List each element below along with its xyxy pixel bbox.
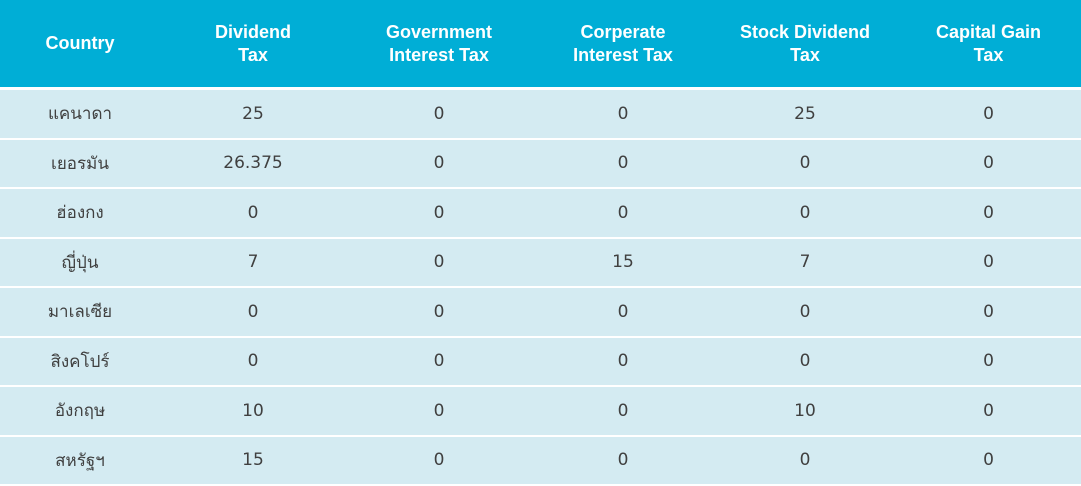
cell-corporate-interest-tax: 0 bbox=[532, 387, 714, 437]
cell-stock-dividend-tax: 0 bbox=[714, 189, 896, 239]
table-body: แคนาดา 25 0 0 25 0 เยอรมัน 26.375 0 0 0 … bbox=[0, 90, 1081, 484]
header-corporate-interest-tax: Corperate Interest Tax bbox=[532, 0, 714, 90]
table-row-japan: ญี่ปุ่น 7 0 15 7 0 bbox=[0, 238, 1081, 288]
table-row-canada: แคนาดา 25 0 0 25 0 bbox=[0, 90, 1081, 140]
table-row-usa: สหรัฐฯ 15 0 0 0 0 bbox=[0, 436, 1081, 484]
header-stock-dividend-tax-line-2: Tax bbox=[790, 44, 820, 65]
cell-country: ฮ่องกง bbox=[0, 189, 160, 239]
header-government-interest-tax-line-2: Interest Tax bbox=[389, 44, 489, 65]
cell-corporate-interest-tax: 0 bbox=[532, 139, 714, 189]
header-corporate-interest-tax-line-1: Corperate bbox=[580, 21, 666, 42]
cell-stock-dividend-tax: 0 bbox=[714, 436, 896, 484]
header-capital-gain-tax-line-1: Capital Gain bbox=[935, 21, 1042, 42]
cell-stock-dividend-tax: 0 bbox=[714, 139, 896, 189]
cell-corporate-interest-tax: 15 bbox=[532, 238, 714, 288]
table-header: Country Dividend Tax Government Interest… bbox=[0, 0, 1081, 90]
header-country-line-1: Country bbox=[45, 33, 115, 53]
header-dividend-tax-line-1: Dividend bbox=[214, 21, 291, 42]
cell-capital-gain-tax: 0 bbox=[896, 436, 1081, 484]
cell-stock-dividend-tax: 25 bbox=[714, 90, 896, 140]
cell-corporate-interest-tax: 0 bbox=[532, 90, 714, 140]
header-government-interest-tax-line-1: Government bbox=[385, 21, 493, 42]
cell-dividend-tax: 0 bbox=[160, 337, 346, 387]
cell-stock-dividend-tax: 0 bbox=[714, 337, 896, 387]
header-capital-gain-tax-line-2: Tax bbox=[973, 44, 1004, 65]
header-corporate-interest-tax-line-2: Interest Tax bbox=[573, 44, 673, 65]
header-government-interest-tax: Government Interest Tax bbox=[346, 0, 532, 90]
cell-stock-dividend-tax: 10 bbox=[714, 387, 896, 437]
cell-stock-dividend-tax: 7 bbox=[714, 238, 896, 288]
header-capital-gain-tax: Capital Gain Tax bbox=[896, 0, 1081, 90]
table-row-england: อังกฤษ 10 0 0 10 0 bbox=[0, 387, 1081, 437]
cell-country: สิงคโปร์ bbox=[0, 337, 160, 387]
cell-government-interest-tax: 0 bbox=[346, 288, 532, 338]
cell-capital-gain-tax: 0 bbox=[896, 189, 1081, 239]
cell-government-interest-tax: 0 bbox=[346, 189, 532, 239]
cell-country: เยอรมัน bbox=[0, 139, 160, 189]
cell-country: แคนาดา bbox=[0, 90, 160, 140]
cell-country: สหรัฐฯ bbox=[0, 436, 160, 484]
cell-capital-gain-tax: 0 bbox=[896, 337, 1081, 387]
cell-corporate-interest-tax: 0 bbox=[532, 189, 714, 239]
cell-corporate-interest-tax: 0 bbox=[532, 436, 714, 484]
cell-government-interest-tax: 0 bbox=[346, 139, 532, 189]
header-stock-dividend-tax-line-1: Stock Dividend bbox=[739, 21, 871, 42]
table-row-germany: เยอรมัน 26.375 0 0 0 0 bbox=[0, 139, 1081, 189]
cell-dividend-tax: 25 bbox=[160, 90, 346, 140]
cell-capital-gain-tax: 0 bbox=[896, 139, 1081, 189]
cell-corporate-interest-tax: 0 bbox=[532, 288, 714, 338]
cell-government-interest-tax: 0 bbox=[346, 387, 532, 437]
cell-capital-gain-tax: 0 bbox=[896, 387, 1081, 437]
cell-corporate-interest-tax: 0 bbox=[532, 337, 714, 387]
cell-government-interest-tax: 0 bbox=[346, 90, 532, 140]
cell-dividend-tax: 26.375 bbox=[160, 139, 346, 189]
cell-dividend-tax: 0 bbox=[160, 288, 346, 338]
cell-capital-gain-tax: 0 bbox=[896, 238, 1081, 288]
header-row: Country Dividend Tax Government Interest… bbox=[0, 0, 1081, 90]
header-dividend-tax: Dividend Tax bbox=[160, 0, 346, 90]
cell-capital-gain-tax: 0 bbox=[896, 90, 1081, 140]
cell-government-interest-tax: 0 bbox=[346, 436, 532, 484]
cell-country: ญี่ปุ่น bbox=[0, 238, 160, 288]
table-row-hong-kong: ฮ่องกง 0 0 0 0 0 bbox=[0, 189, 1081, 239]
cell-dividend-tax: 10 bbox=[160, 387, 346, 437]
cell-stock-dividend-tax: 0 bbox=[714, 288, 896, 338]
cell-country: มาเลเซีย bbox=[0, 288, 160, 338]
table-row-singapore: สิงคโปร์ 0 0 0 0 0 bbox=[0, 337, 1081, 387]
cell-country: อังกฤษ bbox=[0, 387, 160, 437]
cell-dividend-tax: 0 bbox=[160, 189, 346, 239]
header-stock-dividend-tax: Stock Dividend Tax bbox=[714, 0, 896, 90]
cell-dividend-tax: 15 bbox=[160, 436, 346, 484]
table-row-malaysia: มาเลเซีย 0 0 0 0 0 bbox=[0, 288, 1081, 338]
cell-dividend-tax: 7 bbox=[160, 238, 346, 288]
header-dividend-tax-line-2: Tax bbox=[238, 44, 268, 65]
cell-capital-gain-tax: 0 bbox=[896, 288, 1081, 338]
header-country: Country bbox=[0, 0, 160, 90]
cell-government-interest-tax: 0 bbox=[346, 337, 532, 387]
cell-government-interest-tax: 0 bbox=[346, 238, 532, 288]
